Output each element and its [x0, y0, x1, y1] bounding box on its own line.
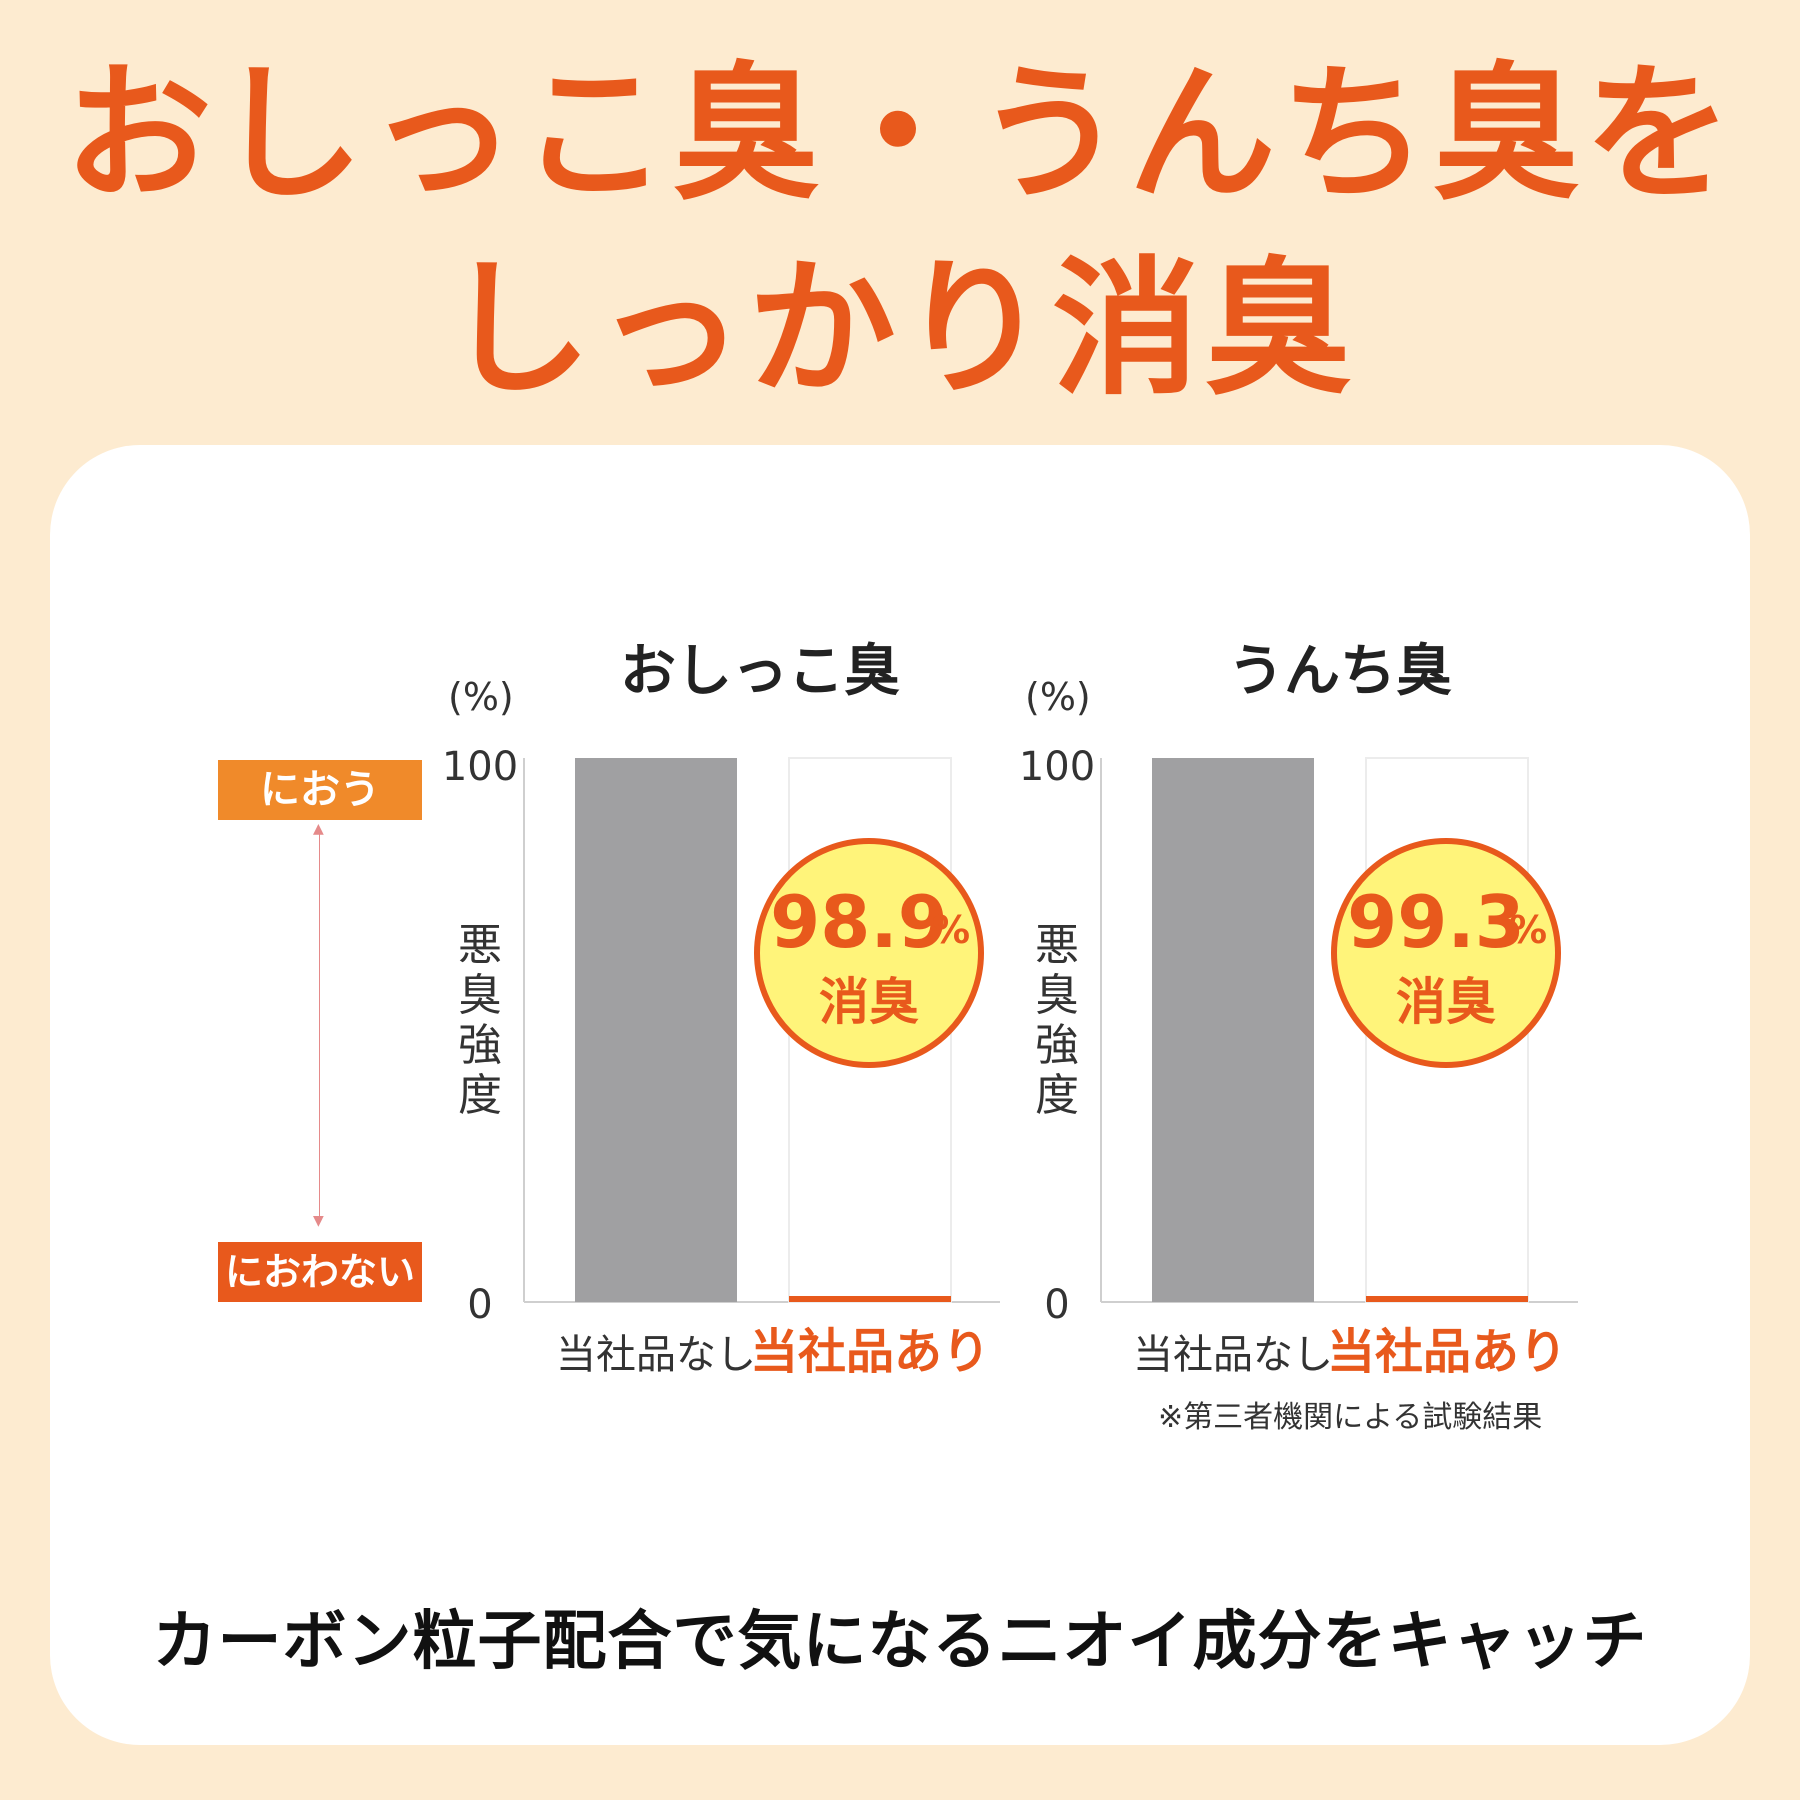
unit-label: (%) — [448, 675, 514, 719]
y-tick-label-top: 100 — [1019, 744, 1095, 790]
badge-label: 消臭 — [1396, 973, 1496, 1031]
y-tick-label-top: 100 — [442, 744, 518, 790]
scale-label-smells: におう — [218, 760, 422, 820]
category-label-without: 当社品なし — [556, 1332, 756, 1378]
y-axis-label-char: 悪 — [1035, 920, 1079, 971]
chart-panel — [50, 445, 1750, 1745]
bar-with-product — [1366, 1296, 1528, 1302]
badge-unit: % — [1509, 908, 1547, 952]
caption: カーボン粒子配合で気になるニオイ成分をキャッチ — [152, 1605, 1648, 1679]
badge-value: 99.3 — [1347, 880, 1525, 964]
chart-title: おしっこ臭 — [620, 639, 900, 704]
scale-label-no-smell: におわない — [218, 1242, 422, 1302]
chart-title: うんち臭 — [1228, 639, 1452, 704]
deodorize-badge — [754, 838, 984, 1068]
badge-label: 消臭 — [819, 973, 919, 1031]
arrow-down-icon: ▼ — [313, 1213, 324, 1229]
y-tick-label-bottom: 0 — [1044, 1282, 1069, 1328]
y-axis-label-char: 臭 — [458, 970, 502, 1021]
bar-with-product — [789, 1296, 951, 1302]
badge-unit: % — [932, 908, 970, 952]
arrow-up-icon: ▲ — [313, 821, 324, 837]
headline-line-1: おしっこ臭・うんち臭を — [64, 48, 1736, 220]
y-axis-label-char: 強 — [1035, 1020, 1079, 1071]
bar-without-product — [575, 758, 737, 1302]
y-axis-label-char: 臭 — [1035, 970, 1079, 1021]
unit-label: (%) — [1025, 675, 1091, 719]
scale-line — [319, 832, 320, 1218]
category-label-with: 当社品あり — [1327, 1324, 1567, 1380]
y-tick-label-bottom: 0 — [467, 1282, 492, 1328]
y-axis-label-char: 強 — [458, 1020, 502, 1071]
y-axis-label-char: 度 — [458, 1070, 502, 1121]
y-axis-label-char: 度 — [1035, 1070, 1079, 1121]
badge-value: 98.9 — [770, 880, 948, 964]
headline-line-2: しっかり消臭 — [444, 243, 1356, 415]
bar-without-product — [1152, 758, 1314, 1302]
footnote: ※第三者機関による試験結果 — [1158, 1400, 1543, 1435]
category-label-with: 当社品あり — [750, 1324, 990, 1380]
category-label-without: 当社品なし — [1133, 1332, 1333, 1378]
y-axis-label-char: 悪 — [458, 920, 502, 971]
deodorize-badge — [1331, 838, 1561, 1068]
